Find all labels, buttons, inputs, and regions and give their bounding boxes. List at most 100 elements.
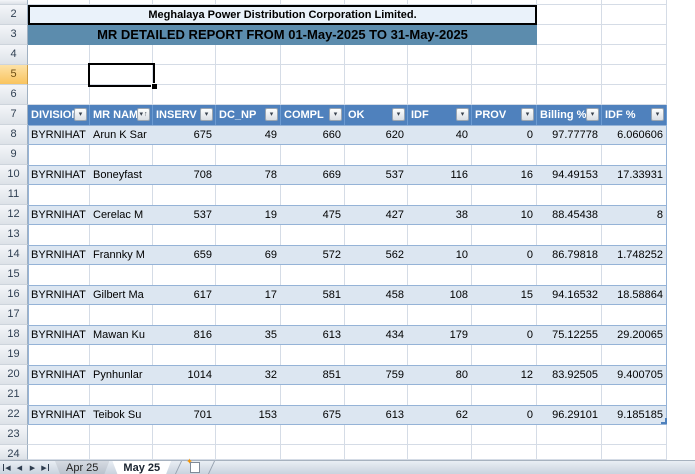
row-header[interactable]: 10 xyxy=(0,165,28,185)
cell-compl[interactable]: 581 xyxy=(322,289,341,301)
row-header[interactable]: 15 xyxy=(0,265,28,285)
sheet-tab-apr-25[interactable]: Apr 25 xyxy=(55,461,109,474)
column-header-mr-name[interactable]: MR NAME ▾↑ xyxy=(90,105,153,125)
cell-compl[interactable]: 669 xyxy=(322,169,341,181)
empty-table-row[interactable] xyxy=(28,345,667,365)
cell-inserv[interactable]: 1014 xyxy=(187,369,212,381)
cell-dc-np[interactable]: 153 xyxy=(258,409,277,421)
cell-billing-pct[interactable]: 94.49153 xyxy=(552,169,598,181)
filter-dropdown-ok[interactable]: ▾ xyxy=(392,108,405,121)
cell-dc-np[interactable]: 69 xyxy=(264,249,277,261)
row-header[interactable]: 17 xyxy=(0,305,28,325)
row-header[interactable]: 21 xyxy=(0,385,28,405)
cell-idf[interactable]: 80 xyxy=(455,369,468,381)
next-sheet-button[interactable]: ▶ xyxy=(26,461,39,474)
column-header-prov[interactable]: PROV ▾ xyxy=(472,105,537,125)
row-header[interactable]: 3 xyxy=(0,25,28,45)
column-header-ok[interactable]: OK ▾ xyxy=(345,105,408,125)
cell-billing-pct[interactable]: 94.16532 xyxy=(552,289,598,301)
cell-inserv[interactable]: 617 xyxy=(193,289,212,301)
cell-ok[interactable]: 613 xyxy=(385,409,404,421)
empty-table-row[interactable] xyxy=(28,185,667,205)
empty-cells[interactable] xyxy=(28,63,667,89)
insert-worksheet-button[interactable]: ✦ xyxy=(186,458,204,474)
cell-prov[interactable]: 0 xyxy=(526,129,533,141)
cell-idf-pct[interactable]: 17.33931 xyxy=(617,169,663,181)
empty-cells[interactable] xyxy=(28,425,667,445)
first-sheet-button[interactable]: ◀ xyxy=(0,461,13,474)
row-header[interactable]: 4 xyxy=(0,45,28,65)
cell-compl[interactable]: 475 xyxy=(322,209,341,221)
cell-prov[interactable]: 0 xyxy=(526,409,533,421)
selected-cell[interactable] xyxy=(88,63,157,89)
row-header[interactable]: 19 xyxy=(0,345,28,365)
cell-prov[interactable]: 15 xyxy=(520,289,533,301)
cell-inserv[interactable]: 659 xyxy=(193,249,212,261)
cell-idf[interactable]: 38 xyxy=(455,209,468,221)
cell-billing-pct[interactable]: 75.12255 xyxy=(552,329,598,341)
filter-dropdown-mr-name[interactable]: ▾ ↑ xyxy=(137,108,150,121)
cell-inserv[interactable]: 708 xyxy=(193,169,212,181)
column-header-inserv[interactable]: INSERV ▾ xyxy=(153,105,216,125)
empty-cells[interactable] xyxy=(537,5,667,25)
cell-idf[interactable]: 179 xyxy=(449,329,468,341)
empty-table-row[interactable] xyxy=(28,305,667,325)
cell-idf[interactable]: 40 xyxy=(455,129,468,141)
row-header[interactable]: 2 xyxy=(0,5,28,25)
cell-ok[interactable]: 458 xyxy=(385,289,404,301)
cell-idf-pct[interactable]: 6.060606 xyxy=(617,129,663,141)
row-header[interactable] xyxy=(0,0,28,5)
cell-compl[interactable]: 572 xyxy=(322,249,341,261)
fill-handle[interactable] xyxy=(151,83,157,89)
cell-mr-name[interactable]: Boneyfast xyxy=(93,169,142,181)
cell-billing-pct[interactable]: 97.77778 xyxy=(552,129,598,141)
cell-compl[interactable]: 660 xyxy=(322,129,341,141)
row-header[interactable]: 9 xyxy=(0,145,28,165)
empty-table-row[interactable] xyxy=(28,145,667,165)
cell-ok[interactable]: 537 xyxy=(385,169,404,181)
cell-division[interactable]: BYRNIHAT xyxy=(31,369,86,381)
row-header[interactable]: 8 xyxy=(0,125,28,145)
cell-billing-pct[interactable]: 88.45438 xyxy=(552,209,598,221)
empty-table-row[interactable] xyxy=(28,265,667,285)
row-header[interactable]: 7 xyxy=(0,105,28,125)
empty-table-row[interactable] xyxy=(28,225,667,245)
cell-compl[interactable]: 613 xyxy=(322,329,341,341)
report-title[interactable]: MR DETAILED REPORT FROM 01-May-2025 TO 3… xyxy=(28,25,537,45)
column-header-dc-np[interactable]: DC_NP ▾ xyxy=(216,105,281,125)
cell-prov[interactable]: 12 xyxy=(520,369,533,381)
cell-ok[interactable]: 562 xyxy=(385,249,404,261)
cell-compl[interactable]: 851 xyxy=(322,369,341,381)
cell-mr-name[interactable]: Pynhunlar xyxy=(93,369,143,381)
filter-dropdown-compl[interactable]: ▾ xyxy=(329,108,342,121)
cell-dc-np[interactable]: 78 xyxy=(264,169,277,181)
sheet-tab-may-25[interactable]: May 25 xyxy=(112,461,171,474)
row-header[interactable]: 11 xyxy=(0,185,28,205)
cell-billing-pct[interactable]: 83.92505 xyxy=(552,369,598,381)
cell-mr-name[interactable]: Cerelac M xyxy=(93,209,144,221)
cell-mr-name[interactable]: Mawan Ku xyxy=(93,329,145,341)
cell-idf-pct[interactable]: 18.58864 xyxy=(617,289,663,301)
filter-dropdown-dc-np[interactable]: ▾ xyxy=(265,108,278,121)
row-header[interactable]: 20 xyxy=(0,365,28,385)
cell-idf-pct[interactable]: 1.748252 xyxy=(617,249,663,261)
row-header-selected[interactable]: 5 xyxy=(0,65,28,85)
row-header[interactable]: 23 xyxy=(0,425,28,445)
column-header-idf[interactable]: IDF ▾ xyxy=(408,105,472,125)
cell-dc-np[interactable]: 35 xyxy=(264,329,277,341)
row-header[interactable]: 12 xyxy=(0,205,28,225)
cell-ok[interactable]: 759 xyxy=(385,369,404,381)
cell-idf-pct[interactable]: 9.400705 xyxy=(617,369,663,381)
cell-ok[interactable]: 434 xyxy=(385,329,404,341)
cell-division[interactable]: BYRNIHAT xyxy=(31,129,86,141)
cell-dc-np[interactable]: 32 xyxy=(264,369,277,381)
cell-prov[interactable]: 16 xyxy=(520,169,533,181)
cell-dc-np[interactable]: 19 xyxy=(264,209,277,221)
filter-dropdown-idf[interactable]: ▾ xyxy=(456,108,469,121)
filter-dropdown-idf-pct[interactable]: ▾ xyxy=(651,108,664,121)
cell-division[interactable]: BYRNIHAT xyxy=(31,289,86,301)
column-header-division[interactable]: DIVISION ▾ xyxy=(28,105,90,125)
cell-prov[interactable]: 0 xyxy=(526,329,533,341)
row-header[interactable]: 13 xyxy=(0,225,28,245)
cell-division[interactable]: BYRNIHAT xyxy=(31,329,86,341)
